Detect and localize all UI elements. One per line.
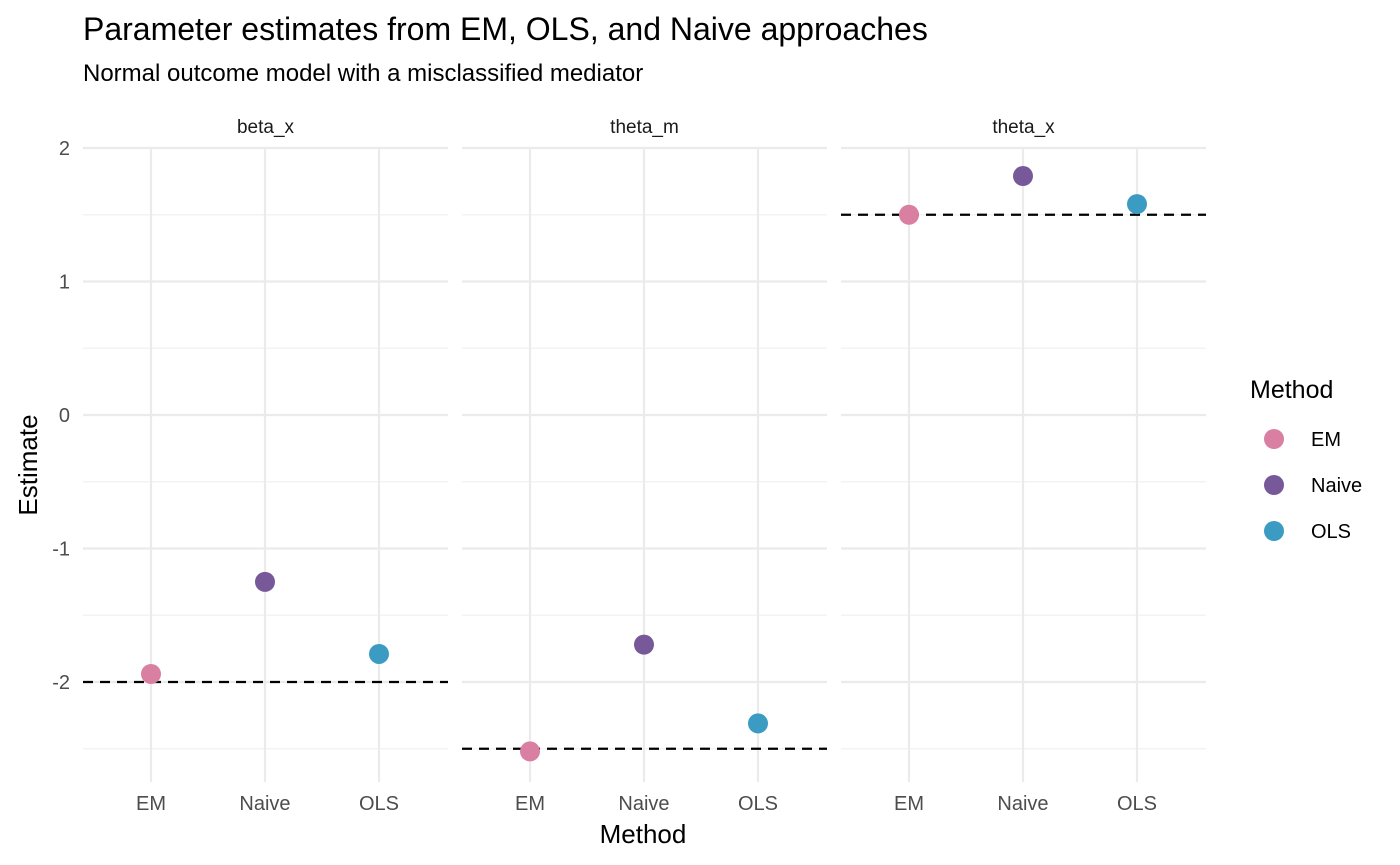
facet-strip-label: beta_x <box>237 117 295 138</box>
x-tick-label: Naive <box>618 793 669 815</box>
chart-title: Parameter estimates from EM, OLS, and Na… <box>83 11 928 47</box>
facet-panel-theta_x: theta_x EM Naive OLS <box>841 117 1206 815</box>
x-axis-title: Method <box>600 819 687 849</box>
y-tick-label: -1 <box>52 539 70 561</box>
legend-key-Naive <box>1264 475 1284 495</box>
legend-label: OLS <box>1311 521 1351 543</box>
point-theta_x-EM <box>899 204 919 225</box>
x-tick-label: OLS <box>1117 793 1157 815</box>
point-theta_m-EM <box>520 741 540 762</box>
facet-panel-beta_x: beta_x EM Naive OLS <box>83 117 448 815</box>
facet-strip-label: theta_x <box>992 117 1055 138</box>
legend-key-EM <box>1264 429 1284 449</box>
point-theta_x-Naive <box>1013 166 1033 187</box>
point-beta_x-Naive <box>255 571 275 592</box>
x-tick-label: Naive <box>239 793 290 815</box>
y-tick-label: 2 <box>59 138 70 160</box>
y-tick-label: 0 <box>59 405 70 427</box>
y-axis-ticks: -2 -1 0 1 2 <box>52 138 70 694</box>
y-tick-label: -2 <box>52 672 70 694</box>
point-theta_m-Naive <box>634 634 654 655</box>
legend-title: Method <box>1250 376 1333 404</box>
point-beta_x-EM <box>141 663 161 684</box>
legend: Method EM Naive OLS <box>1250 376 1362 543</box>
x-tick-label: Naive <box>997 793 1048 815</box>
y-tick-label: 1 <box>59 272 70 294</box>
point-beta_x-OLS <box>369 643 389 664</box>
point-theta_x-OLS <box>1127 194 1147 215</box>
x-tick-label: EM <box>515 793 545 815</box>
x-tick-label: OLS <box>738 793 778 815</box>
legend-key-OLS <box>1264 521 1284 541</box>
x-tick-label: EM <box>136 793 166 815</box>
x-tick-label: OLS <box>359 793 399 815</box>
legend-label: EM <box>1311 429 1341 451</box>
y-axis-title: Estimate <box>13 414 43 515</box>
legend-entries: EM Naive OLS <box>1264 429 1362 543</box>
x-tick-label: EM <box>894 793 924 815</box>
facet-strip-label: theta_m <box>610 117 679 138</box>
legend-label: Naive <box>1311 475 1362 497</box>
chart-subtitle: Normal outcome model with a misclassifie… <box>83 60 643 87</box>
facet-panel-theta_m: theta_m EM Naive OLS <box>462 117 827 815</box>
point-theta_m-OLS <box>748 713 768 734</box>
